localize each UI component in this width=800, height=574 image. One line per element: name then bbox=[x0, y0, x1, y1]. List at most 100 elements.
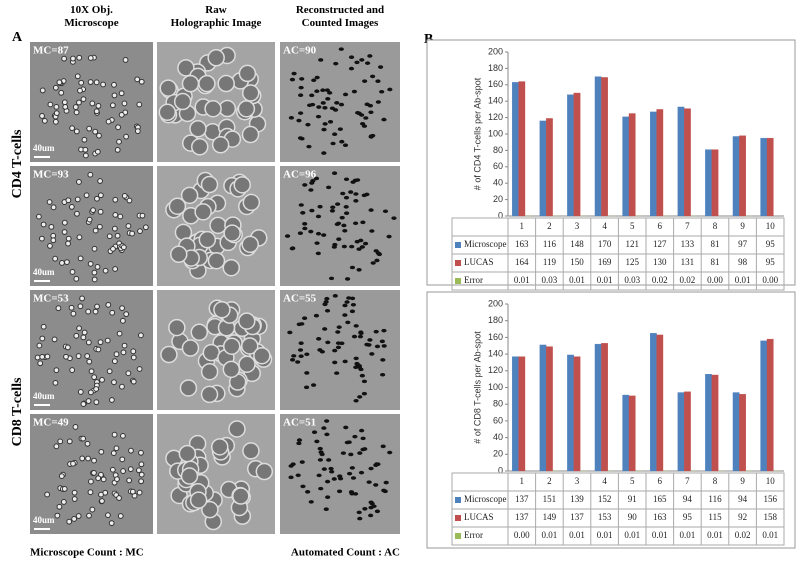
cell bbox=[383, 490, 388, 494]
table-value: 127 bbox=[653, 239, 667, 249]
cell bbox=[41, 222, 46, 227]
bar bbox=[574, 93, 580, 216]
cell bbox=[387, 451, 392, 455]
cell bbox=[51, 205, 56, 210]
legend-label: LUCAS bbox=[464, 512, 494, 522]
cell bbox=[369, 229, 374, 233]
cell bbox=[332, 477, 337, 481]
cell bbox=[291, 72, 296, 76]
x-tick-label: 9 bbox=[740, 476, 745, 486]
cell bbox=[348, 453, 353, 457]
cell bbox=[345, 321, 350, 325]
cell bbox=[345, 277, 350, 281]
x-tick-label: 8 bbox=[713, 476, 718, 486]
cell bbox=[139, 79, 144, 84]
scale-label: 40um bbox=[33, 143, 55, 153]
cell bbox=[357, 451, 362, 455]
cell bbox=[94, 109, 99, 114]
bar bbox=[761, 138, 767, 216]
cell bbox=[69, 305, 74, 310]
cell bbox=[356, 268, 361, 272]
cell bbox=[309, 209, 314, 213]
cell bbox=[99, 449, 104, 454]
table-value: 98 bbox=[738, 257, 748, 267]
cell bbox=[117, 496, 122, 501]
cell bbox=[362, 507, 367, 511]
count-label: MC=49 bbox=[33, 417, 69, 429]
cell bbox=[289, 116, 294, 120]
cell bbox=[60, 261, 65, 266]
x-tick-label: 7 bbox=[685, 476, 690, 486]
table-value: 0.01 bbox=[514, 275, 530, 285]
cell bbox=[369, 208, 374, 212]
cell bbox=[336, 346, 341, 350]
legend-swatch bbox=[455, 242, 461, 248]
cell bbox=[121, 350, 126, 355]
cell bbox=[243, 194, 259, 210]
micro-image bbox=[157, 414, 275, 534]
cell bbox=[373, 483, 378, 487]
cell bbox=[325, 341, 330, 345]
cell bbox=[383, 209, 388, 213]
cell bbox=[300, 211, 305, 215]
table-value: 0.01 bbox=[735, 275, 751, 285]
cell bbox=[48, 102, 53, 107]
cell bbox=[350, 466, 355, 470]
table-value: 0.01 bbox=[624, 530, 640, 540]
cell bbox=[80, 456, 85, 461]
cell bbox=[81, 402, 86, 407]
cell bbox=[317, 205, 322, 209]
cell bbox=[365, 102, 370, 106]
cell bbox=[295, 360, 300, 364]
cell bbox=[40, 114, 45, 119]
cell bbox=[205, 101, 221, 117]
cell bbox=[353, 199, 358, 203]
cell bbox=[344, 177, 349, 181]
cell bbox=[128, 467, 133, 472]
cell bbox=[77, 180, 82, 185]
cell bbox=[344, 196, 349, 200]
table-value: 158 bbox=[763, 512, 777, 522]
cell bbox=[72, 517, 77, 522]
cell bbox=[56, 306, 61, 311]
cell bbox=[74, 129, 79, 134]
cell bbox=[256, 464, 272, 480]
cell bbox=[137, 490, 142, 495]
cell bbox=[375, 345, 380, 349]
count-label: MC=53 bbox=[33, 293, 69, 305]
table-value: 149 bbox=[543, 512, 557, 522]
cell bbox=[377, 253, 382, 257]
cell bbox=[223, 260, 239, 276]
cell bbox=[336, 341, 341, 345]
bar bbox=[705, 150, 711, 216]
cell bbox=[106, 119, 111, 124]
cell bbox=[113, 197, 118, 202]
table-value: 81 bbox=[711, 257, 720, 267]
cell bbox=[115, 148, 120, 153]
legend-label: Error bbox=[464, 530, 483, 540]
cell bbox=[333, 62, 338, 66]
cell bbox=[131, 349, 136, 354]
y-tick-label: 160 bbox=[488, 332, 503, 342]
table-value: 119 bbox=[543, 257, 557, 267]
cell bbox=[360, 374, 365, 378]
table-value: 170 bbox=[598, 239, 612, 249]
cell bbox=[97, 224, 102, 229]
cell bbox=[62, 487, 67, 492]
table-value: 133 bbox=[681, 239, 695, 249]
cell bbox=[78, 256, 83, 261]
cell bbox=[53, 256, 58, 261]
table-value: 0.01 bbox=[597, 530, 613, 540]
cell bbox=[77, 235, 82, 240]
cell bbox=[91, 208, 96, 213]
cell bbox=[352, 335, 357, 339]
cell bbox=[101, 477, 106, 482]
cell bbox=[311, 78, 316, 82]
cell bbox=[120, 306, 125, 311]
bar bbox=[623, 395, 629, 471]
cell bbox=[77, 55, 82, 60]
cell bbox=[182, 76, 198, 92]
table-value: 139 bbox=[570, 494, 584, 504]
cell bbox=[122, 101, 127, 106]
cell bbox=[311, 383, 316, 387]
